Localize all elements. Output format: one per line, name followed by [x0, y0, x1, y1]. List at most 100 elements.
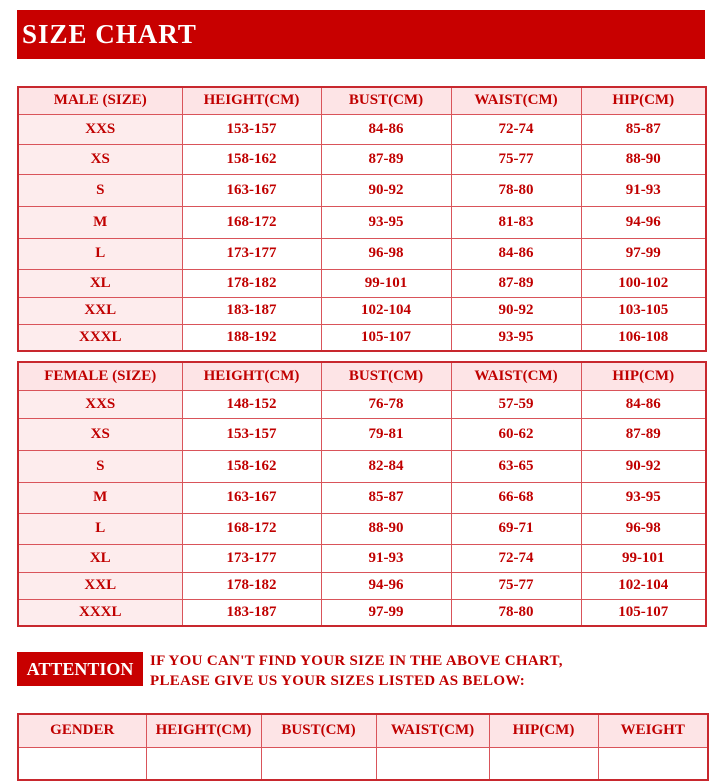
attention-label: ATTENTION — [17, 652, 143, 686]
table-cell: 183-187 — [181, 296, 322, 325]
table-cell: 153-157 — [181, 417, 322, 451]
table-cell: 79-81 — [320, 417, 452, 451]
table-cell: 82-84 — [320, 449, 452, 483]
table-cell: 163-167 — [181, 481, 322, 514]
table-row: XXXL 183-187 97-99 78-80 105-107 — [17, 598, 707, 627]
table-cell: M — [17, 205, 183, 239]
table-cell: 158-162 — [181, 143, 322, 175]
table-cell: 85-87 — [580, 113, 707, 145]
blank-entry-cell[interactable] — [17, 746, 147, 781]
table-cell: 163-167 — [181, 173, 322, 207]
table-cell: 168-172 — [181, 512, 322, 545]
table-row: XXS 148-152 76-78 57-59 84-86 — [17, 389, 707, 419]
table-row: L 173-177 96-98 84-86 97-99 — [17, 237, 707, 270]
table-cell: 66-68 — [450, 481, 582, 514]
table-cell: 94-96 — [320, 571, 452, 600]
table-cell: 102-104 — [580, 571, 707, 600]
table-row: XXS 153-157 84-86 72-74 85-87 — [17, 113, 707, 145]
table-cell: 168-172 — [181, 205, 322, 239]
table-cell: XS — [17, 143, 183, 175]
column-header: FEMALE (SIZE) — [17, 361, 183, 391]
table-cell: 94-96 — [580, 205, 707, 239]
table-cell: 69-71 — [450, 512, 582, 545]
table-cell: 96-98 — [320, 237, 452, 270]
table-cell: 87-89 — [320, 143, 452, 175]
input-row — [17, 746, 709, 781]
table-cell: 103-105 — [580, 296, 707, 325]
table-cell: 99-101 — [320, 268, 452, 298]
table-cell: XXL — [17, 296, 183, 325]
table-cell: 96-98 — [580, 512, 707, 545]
table-cell: XXL — [17, 571, 183, 600]
table-cell: 57-59 — [450, 389, 582, 419]
table-cell: XXXL — [17, 323, 183, 352]
table-cell: 173-177 — [181, 237, 322, 270]
column-header: HEIGHT(CM) — [181, 361, 322, 391]
table-cell: 84-86 — [450, 237, 582, 270]
table-cell: L — [17, 237, 183, 270]
column-header: MALE (SIZE) — [17, 86, 183, 115]
attention-message: IF YOU CAN'T FIND YOUR SIZE IN THE ABOVE… — [150, 651, 563, 691]
table-cell: S — [17, 449, 183, 483]
table-cell: 105-107 — [580, 598, 707, 627]
table-cell: 72-74 — [450, 113, 582, 145]
table-row: M 168-172 93-95 81-83 94-96 — [17, 205, 707, 239]
column-header: BUST(CM) — [260, 713, 377, 748]
table-cell: 178-182 — [181, 571, 322, 600]
table-cell: 81-83 — [450, 205, 582, 239]
table-cell: 93-95 — [450, 323, 582, 352]
column-header: GENDER — [17, 713, 147, 748]
male-size-table: MALE (SIZE) HEIGHT(CM) BUST(CM) WAIST(CM) HI… — [17, 86, 707, 352]
column-header: HEIGHT(CM) — [181, 86, 322, 115]
column-header: WAIST(CM) — [450, 86, 582, 115]
table-cell: 63-65 — [450, 449, 582, 483]
table-cell: 87-89 — [580, 417, 707, 451]
blank-entry-cell[interactable] — [145, 746, 262, 781]
table-cell: 173-177 — [181, 543, 322, 573]
table-cell: L — [17, 512, 183, 545]
table-cell: 88-90 — [320, 512, 452, 545]
column-header: HIP(CM) — [580, 86, 707, 115]
table-cell: XS — [17, 417, 183, 451]
table-cell: 84-86 — [320, 113, 452, 145]
table-row: S 158-162 82-84 63-65 90-92 — [17, 449, 707, 483]
table-cell: 78-80 — [450, 173, 582, 207]
female-size-table: FEMALE (SIZE) HEIGHT(CM) BUST(CM) WAIST(CM)… — [17, 361, 707, 627]
column-header: WAIST(CM) — [450, 361, 582, 391]
table-cell: XXS — [17, 389, 183, 419]
table-cell: 85-87 — [320, 481, 452, 514]
table-row: XS 153-157 79-81 60-62 87-89 — [17, 417, 707, 451]
blank-entry-cell[interactable] — [597, 746, 709, 781]
table-cell: XL — [17, 543, 183, 573]
table-cell: XXXL — [17, 598, 183, 627]
column-header: WAIST(CM) — [375, 713, 490, 748]
table-cell: XXS — [17, 113, 183, 145]
column-header: HEIGHT(CM) — [145, 713, 262, 748]
table-cell: 102-104 — [320, 296, 452, 325]
table-cell: 91-93 — [320, 543, 452, 573]
table-cell: 97-99 — [580, 237, 707, 270]
table-cell: 72-74 — [450, 543, 582, 573]
table-row: XL 178-182 99-101 87-89 100-102 — [17, 268, 707, 298]
table-row: S 163-167 90-92 78-80 91-93 — [17, 173, 707, 207]
blank-entry-cell[interactable] — [260, 746, 377, 781]
column-header: BUST(CM) — [320, 86, 452, 115]
table-cell: M — [17, 481, 183, 514]
table-cell: 178-182 — [181, 268, 322, 298]
table-row: XXL 183-187 102-104 90-92 103-105 — [17, 296, 707, 325]
header-row: FEMALE (SIZE) HEIGHT(CM) BUST(CM) WAIST(CM)… — [17, 361, 707, 391]
table-cell: 84-86 — [580, 389, 707, 419]
table-cell: S — [17, 173, 183, 207]
blank-entry-cell[interactable] — [375, 746, 490, 781]
table-cell: 76-78 — [320, 389, 452, 419]
table-cell: 60-62 — [450, 417, 582, 451]
table-cell: 91-93 — [580, 173, 707, 207]
table-cell: 93-95 — [580, 481, 707, 514]
blank-entry-cell[interactable] — [488, 746, 599, 781]
table-cell: 75-77 — [450, 571, 582, 600]
page-title: SIZE CHART — [17, 10, 705, 59]
header-row: GENDER HEIGHT(CM) BUST(CM) WAIST(CM) HIP(CM)… — [17, 713, 709, 748]
table-cell: 99-101 — [580, 543, 707, 573]
table-cell: 105-107 — [320, 323, 452, 352]
table-row: L 168-172 88-90 69-71 96-98 — [17, 512, 707, 545]
